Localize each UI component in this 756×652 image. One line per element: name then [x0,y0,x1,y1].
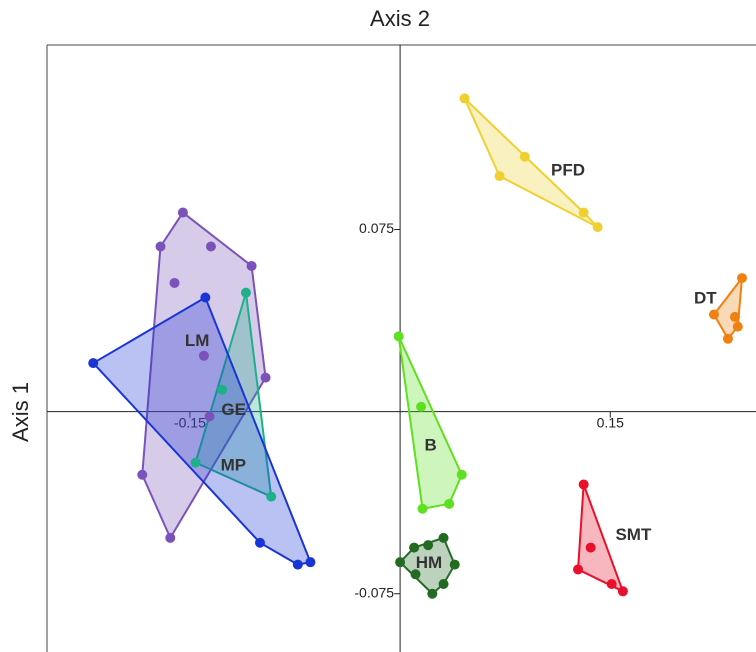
point [240,287,251,298]
group-hull [92,296,312,566]
group-label: DT [694,288,717,307]
point [217,384,228,395]
point [200,292,211,303]
x-tick-label: 0.15 [597,414,624,430]
point [438,532,449,543]
point [205,241,216,252]
point [177,207,188,218]
point [292,559,303,570]
point [427,588,438,599]
group-hull [397,335,463,510]
point [165,532,176,543]
group-hull [194,291,273,498]
point [137,469,148,480]
point [305,557,316,568]
point [254,537,265,548]
point [449,559,460,570]
point [410,569,421,580]
point [246,260,257,271]
point [585,542,596,553]
point [494,171,505,182]
point [416,401,427,412]
point [444,498,455,509]
point [88,358,99,369]
point [393,331,404,342]
point [606,579,617,590]
point [204,411,215,422]
group-label: PFD [551,161,585,180]
point [578,207,589,218]
point [729,311,740,322]
point [409,542,420,553]
point [732,321,743,332]
point [456,469,467,480]
group-hull [577,483,624,593]
point [722,333,733,344]
group-label: MP [221,455,247,474]
group-label: HM [416,553,442,572]
point [155,241,166,252]
point [573,564,584,575]
y-tick-label: -0.075 [354,584,394,600]
point [592,222,603,233]
point [519,151,530,162]
point [423,540,434,551]
point [260,372,271,383]
point [417,503,428,514]
y-axis-title: Axis 1 [8,382,33,442]
point [190,457,201,468]
point [395,557,406,568]
point [578,479,589,490]
point [708,309,719,320]
x-axis-title: Axis 2 [370,6,430,31]
point [617,586,628,597]
group-label: LM [185,331,210,350]
point [459,93,470,104]
point [169,277,180,288]
y-tick-label: 0.075 [359,220,394,236]
group-label: SMT [615,525,652,544]
point [198,350,209,361]
group-label: B [425,436,437,455]
point [736,273,747,284]
point [438,579,449,590]
x-tick-label: -0.15 [174,414,206,430]
group-label: GE [221,400,246,419]
point [266,491,277,502]
